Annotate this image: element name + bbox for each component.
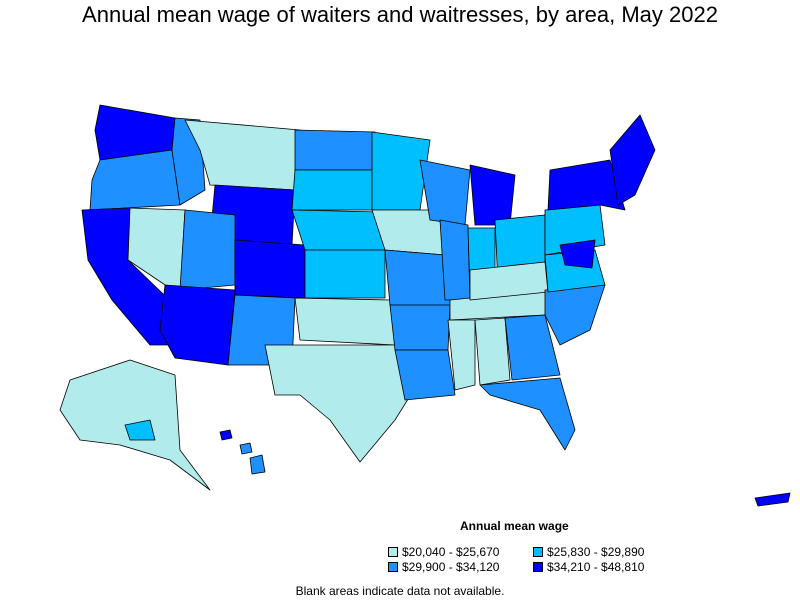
region-louisiana — [394, 349, 456, 401]
region-oregon — [89, 149, 181, 211]
region-illinois — [439, 219, 471, 301]
region-nebraska — [291, 209, 386, 251]
region-utah — [179, 209, 236, 291]
legend-item-4: $34,210 - $48,810 — [533, 560, 644, 574]
region-colorado — [234, 239, 306, 299]
region-minnesota — [371, 131, 431, 211]
region-mississippi — [447, 319, 476, 391]
region-puerto-rico — [754, 492, 791, 507]
legend-swatch-1 — [388, 547, 398, 557]
region-new-england — [609, 114, 656, 206]
region-alabama — [474, 317, 511, 386]
region-hawaii-maui — [239, 442, 253, 455]
region-arkansas — [389, 304, 451, 351]
legend-swatch-4 — [533, 562, 543, 572]
region-texas — [264, 344, 421, 463]
region-hawaii-oahu — [219, 429, 233, 441]
legend-item-1: $20,040 - $25,670 — [388, 545, 499, 559]
region-kansas — [304, 249, 386, 299]
region-michigan — [469, 164, 516, 226]
region-carolinas — [544, 284, 606, 346]
legend-label-2: $25,830 - $29,890 — [547, 545, 645, 559]
legend-label-3: $29,900 - $34,120 — [402, 560, 500, 574]
region-georgia — [504, 314, 561, 381]
region-north-dakota — [294, 129, 376, 171]
region-maryland-dc — [559, 239, 596, 269]
region-florida — [479, 377, 576, 451]
footnote: Blank areas indicate data not available. — [295, 584, 505, 598]
legend-item-3: $29,900 - $34,120 — [388, 560, 499, 574]
region-south-dakota — [291, 169, 373, 211]
legend-label-4: $34,210 - $48,810 — [547, 560, 645, 574]
region-new-york — [547, 159, 626, 211]
legend-swatch-3 — [388, 562, 398, 572]
legend-item-2: $25,830 - $29,890 — [533, 545, 644, 559]
region-hawaii-big — [249, 454, 266, 475]
region-oklahoma — [294, 297, 396, 346]
region-arizona — [159, 284, 236, 366]
region-alaska-south — [124, 419, 156, 441]
legend-label-1: $20,040 - $25,670 — [402, 545, 500, 559]
legend-swatch-2 — [533, 547, 543, 557]
map-title: Annual mean wage of waiters and waitress… — [82, 2, 718, 27]
legend-title: Annual mean wage — [460, 519, 569, 533]
